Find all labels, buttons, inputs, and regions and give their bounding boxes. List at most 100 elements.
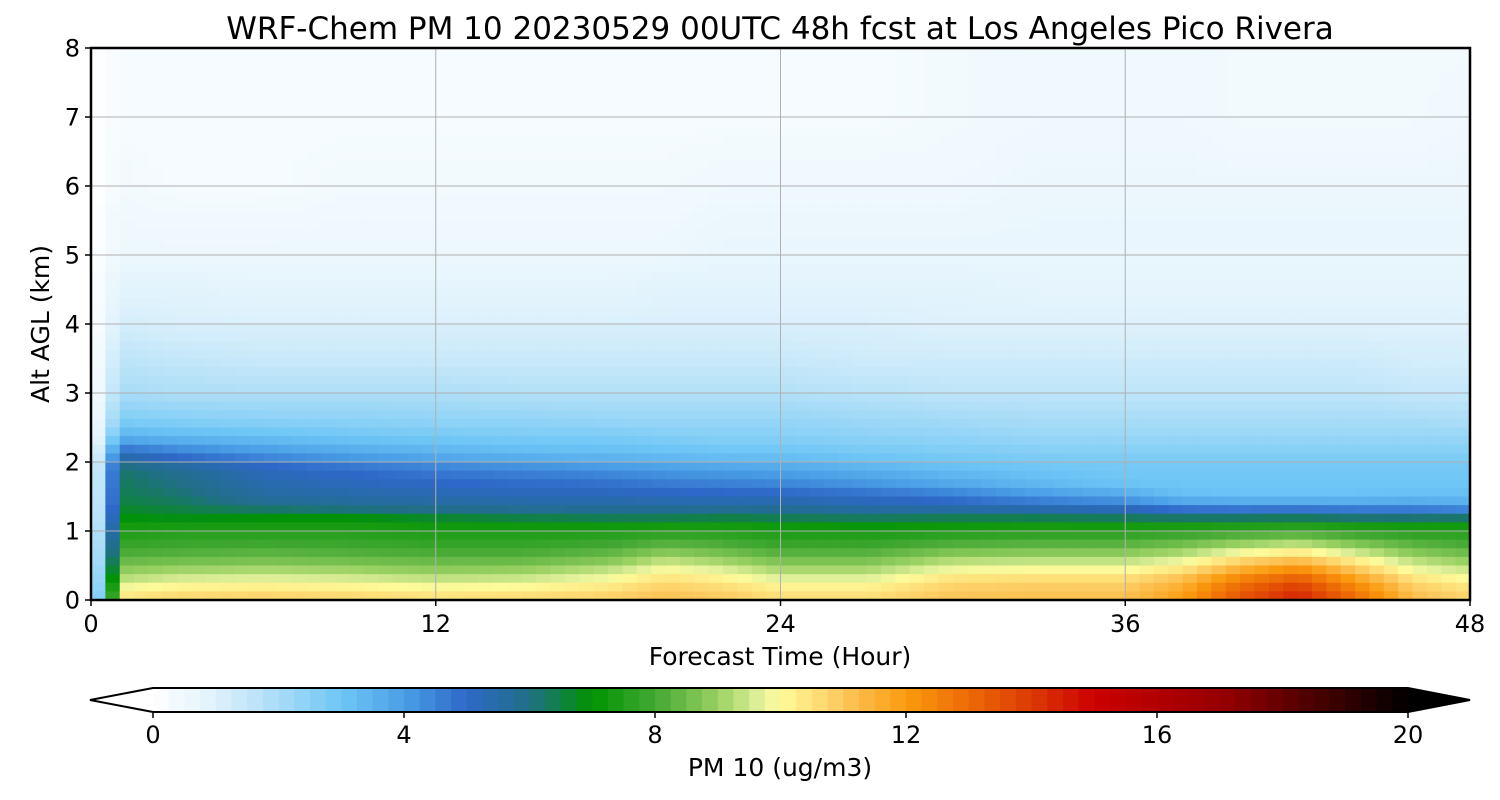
heatmap-cell (636, 229, 652, 239)
heatmap-cell (1197, 203, 1213, 213)
heatmap-cell (1139, 99, 1155, 109)
heatmap-cell (1297, 142, 1313, 153)
heatmap-cell (981, 444, 997, 454)
heatmap-cell (1297, 367, 1313, 377)
heatmap-cell (507, 280, 523, 291)
heatmap-cell (694, 237, 710, 247)
heatmap-cell (1441, 315, 1457, 325)
heatmap-cell (1383, 410, 1399, 420)
heatmap-cell (1441, 358, 1457, 368)
heatmap-cell (1024, 211, 1040, 222)
heatmap-cell (1082, 349, 1098, 360)
heatmap-cell (1340, 272, 1356, 282)
heatmap-cell (866, 324, 882, 334)
heatmap-cell (1383, 91, 1399, 101)
heatmap-cell (363, 349, 379, 360)
heatmap-cell (536, 401, 552, 411)
heatmap-cell (794, 229, 810, 239)
heatmap-cell (1139, 246, 1155, 256)
heatmap-cell (679, 418, 695, 429)
heatmap-cell (1211, 237, 1227, 247)
heatmap-cell (723, 160, 738, 170)
heatmap-cell (708, 48, 724, 58)
heatmap-cell (521, 177, 537, 187)
heatmap-cell (421, 194, 437, 204)
heatmap-cell (1082, 117, 1098, 127)
heatmap-cell (1225, 349, 1241, 360)
heatmap-cell (1139, 367, 1155, 377)
heatmap-cell (493, 349, 509, 360)
heatmap-cell (263, 134, 279, 144)
heatmap-cell (1398, 246, 1414, 256)
heatmap-cell (665, 324, 681, 334)
heatmap-cell (895, 82, 911, 92)
heatmap-cell (177, 117, 193, 127)
heatmap-cell (1153, 160, 1169, 170)
heatmap-cell (450, 280, 466, 291)
heatmap-cell (1340, 229, 1356, 239)
heatmap-cell (823, 272, 839, 282)
heatmap-cell (507, 237, 523, 247)
heatmap-cell (435, 367, 451, 377)
heatmap-cell (593, 263, 609, 273)
heatmap-cell (392, 117, 408, 127)
heatmap-cell (450, 349, 466, 360)
heatmap-cell (1455, 186, 1470, 196)
heatmap-cell (766, 324, 782, 334)
heatmap-cell (1168, 401, 1184, 411)
heatmap-cell (220, 229, 236, 239)
heatmap-cell (1182, 65, 1198, 75)
heatmap-cell (651, 298, 667, 308)
heatmap-cell (679, 99, 695, 109)
heatmap-cell (349, 177, 365, 187)
heatmap-cell (1168, 142, 1184, 153)
heatmap-cell (1010, 48, 1026, 58)
heatmap-cell (1067, 470, 1083, 480)
heatmap-cell (220, 393, 236, 403)
heatmap-cell (1426, 203, 1442, 213)
heatmap-cell (363, 487, 379, 498)
heatmap-cell (766, 444, 782, 454)
heatmap-cell (507, 220, 523, 230)
heatmap-cell (622, 99, 638, 109)
heatmap-cell (550, 194, 566, 204)
heatmap-cell (737, 479, 753, 489)
heatmap-cell (105, 73, 121, 84)
heatmap-cell (234, 263, 250, 273)
heatmap-cell (737, 142, 753, 153)
heatmap-cell (1311, 453, 1327, 463)
heatmap-cell (191, 341, 207, 351)
heatmap-cell (1067, 73, 1083, 84)
heatmap-cell (1197, 349, 1213, 360)
heatmap-cell (952, 246, 968, 256)
heatmap-cell (751, 229, 767, 239)
heatmap-cell (205, 487, 221, 498)
heatmap-cell (263, 48, 279, 58)
heatmap-cell (737, 125, 753, 135)
heatmap-cell (119, 125, 135, 135)
heatmap-cell (852, 125, 868, 135)
heatmap-cell (866, 168, 882, 178)
heatmap-cell (1369, 444, 1385, 454)
heatmap-cell (952, 263, 968, 273)
heatmap-cell (1197, 401, 1213, 411)
heatmap-cell (407, 48, 422, 58)
heatmap-cell (507, 487, 523, 498)
heatmap-cell (1398, 203, 1414, 213)
heatmap-cell (1024, 436, 1040, 446)
heatmap-cell (464, 255, 480, 265)
heatmap-cell (220, 160, 236, 170)
heatmap-cell (1067, 418, 1083, 429)
heatmap-cell (995, 410, 1011, 420)
heatmap-cell (521, 462, 537, 472)
heatmap-cell (105, 272, 121, 282)
heatmap-cell (723, 349, 738, 360)
heatmap-cell (766, 99, 782, 109)
heatmap-cell (1125, 117, 1141, 127)
heatmap-cell (1326, 358, 1342, 368)
heatmap-cell (550, 168, 566, 178)
heatmap-cell (335, 272, 351, 282)
heatmap-cell (995, 194, 1011, 204)
heatmap-cell (550, 453, 566, 463)
heatmap-cell (924, 220, 940, 230)
